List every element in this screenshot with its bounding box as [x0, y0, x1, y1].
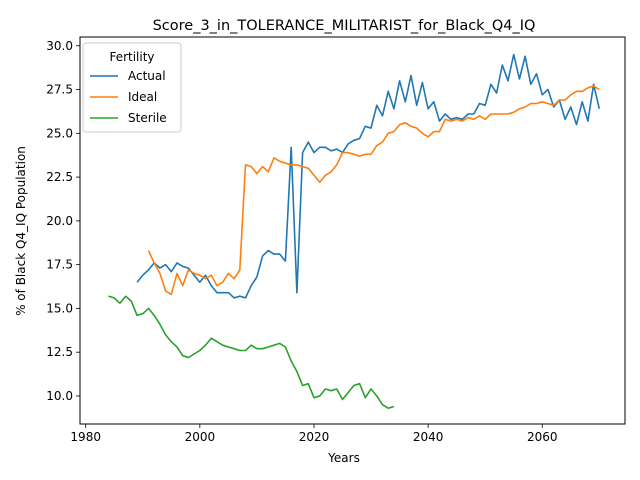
- y-tick-label: 20.0: [46, 214, 73, 228]
- legend-box: [82, 42, 182, 133]
- series-group: [108, 53, 601, 410]
- x-tick-label: 2060: [527, 430, 558, 444]
- legend-label-actual: Actual: [128, 69, 166, 83]
- y-tick-label: 17.5: [46, 258, 73, 272]
- y-tick-label: 25.0: [46, 126, 73, 140]
- series-line-actual: [136, 53, 601, 299]
- x-axis-ticks: 1980 2000 2020 2040 2060: [70, 424, 558, 444]
- y-tick-label: 27.5: [46, 83, 73, 97]
- y-tick-label: 12.5: [46, 345, 73, 359]
- legend-label-sterile: Sterile: [128, 111, 167, 125]
- x-tick-label: 1980: [70, 430, 101, 444]
- y-tick-label: 22.5: [46, 170, 73, 184]
- legend: Fertility Actual Ideal Sterile: [82, 42, 182, 133]
- x-tick-label: 2040: [413, 430, 444, 444]
- x-tick-label: 2000: [185, 430, 216, 444]
- series-line-ideal: [147, 85, 600, 296]
- y-axis-title: % of Black Q4_IQ Population: [14, 146, 28, 316]
- plot-area: 1980 2000 2020 2040 2060 10.0 12.5 15.0 17.5 20.…: [46, 36, 626, 444]
- x-axis-title: Years: [327, 451, 360, 465]
- y-tick-label: 10.0: [46, 389, 73, 403]
- legend-label-ideal: Ideal: [128, 90, 157, 104]
- y-axis-ticks: 10.0 12.5 15.0 17.5 20.0 22.5 25.0 27.5 30.0: [46, 39, 80, 403]
- x-tick-label: 2020: [299, 430, 330, 444]
- y-tick-label: 15.0: [46, 301, 73, 315]
- y-tick-label: 30.0: [46, 39, 73, 53]
- chart-title: Score_3_in_TOLERANCE_MILITARIST_for_Blac…: [153, 18, 536, 34]
- legend-entries: Actual Ideal Sterile: [90, 69, 167, 125]
- legend-title: Fertility: [109, 50, 154, 64]
- axes-frame: [79, 36, 626, 425]
- series-line-sterile: [108, 295, 395, 410]
